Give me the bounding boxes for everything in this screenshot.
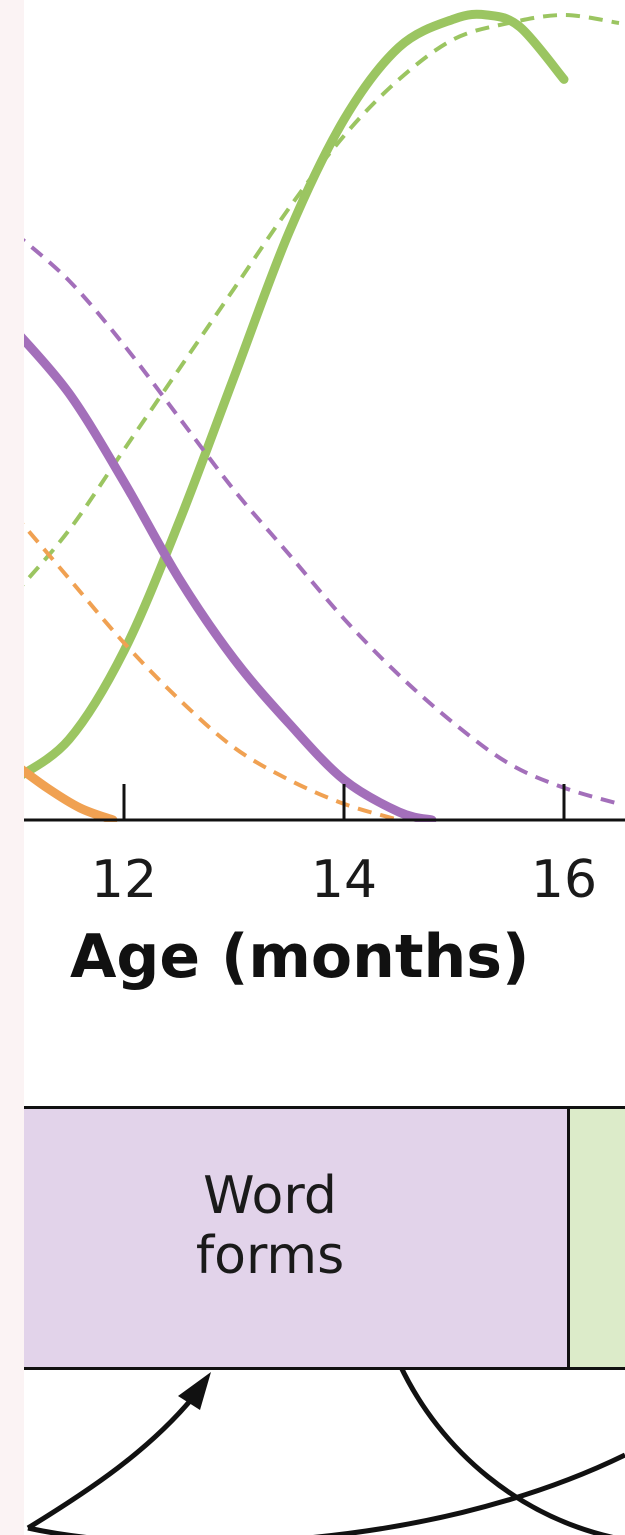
series-line-1 [24, 12, 620, 587]
arrowhead-icon [178, 1372, 211, 1410]
stage-box-word-forms [24, 1106, 570, 1370]
ticks-layer [122, 784, 566, 820]
word-forms-label: Word forms [110, 1166, 430, 1286]
x-axis-title: Age (months) [70, 922, 530, 992]
x-tick-label-12: 12 [90, 850, 158, 910]
stage-box-next [570, 1106, 625, 1370]
arrow-layer [26, 1363, 625, 1535]
left-margin-strip [0, 0, 24, 1535]
x-tick-label-16: 16 [530, 850, 598, 910]
word-forms-label-line1: Word [203, 1166, 337, 1226]
x-tick-label-14: 14 [310, 850, 378, 910]
word-forms-label-line2: forms [195, 1226, 345, 1286]
arc-from-word-forms [397, 1363, 614, 1535]
series-line-0 [24, 9, 569, 779]
series-line-4 [24, 522, 400, 822]
series-line-2 [24, 333, 437, 822]
series-line-5 [24, 765, 118, 822]
arrow-to-word-forms [26, 1393, 197, 1531]
arc-bottom [27, 1452, 625, 1535]
series-line-3 [24, 238, 620, 806]
series-layer [24, 9, 620, 822]
